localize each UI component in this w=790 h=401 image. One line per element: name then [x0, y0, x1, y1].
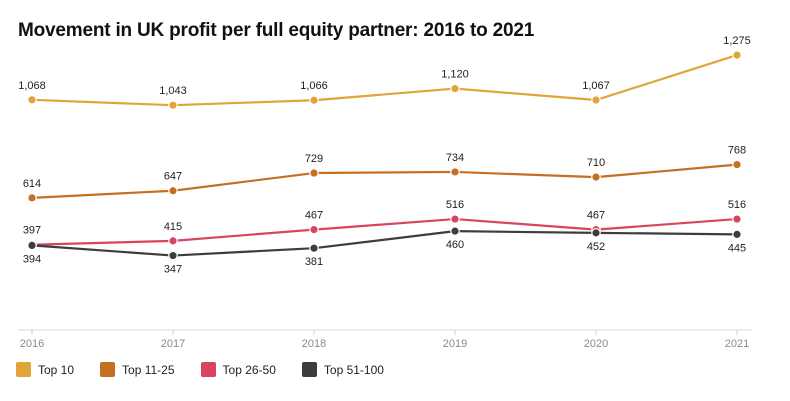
series-line-top-10	[31, 54, 738, 107]
data-point	[591, 95, 601, 105]
legend-item: Top 10	[16, 362, 74, 377]
legend-swatch	[100, 362, 116, 377]
data-point	[732, 50, 742, 60]
data-label: 467	[305, 210, 323, 222]
chart-legend: Top 10 Top 11-25 Top 26-50 Top 51-100	[16, 362, 410, 377]
data-label: 415	[164, 221, 182, 233]
data-point	[168, 250, 178, 261]
data-point	[27, 193, 37, 203]
data-label: 394	[23, 253, 41, 265]
data-point	[309, 224, 319, 235]
legend-swatch	[16, 362, 31, 377]
data-label: 445	[728, 242, 746, 254]
data-label: 1,068	[18, 80, 46, 92]
legend-item: Top 11-25	[100, 362, 175, 377]
data-label: 460	[446, 239, 464, 251]
data-label: 734	[446, 152, 464, 164]
data-label: 729	[305, 153, 323, 165]
x-tick-label: 2016	[20, 338, 44, 350]
data-label: 397	[23, 225, 41, 237]
chart-title: Movement in UK profit per full equity pa…	[18, 20, 535, 41]
legend-label: Top 10	[38, 362, 75, 377]
data-label: 710	[587, 157, 605, 169]
data-point	[309, 95, 319, 106]
legend-swatch	[301, 362, 317, 377]
data-label: 614	[23, 178, 41, 190]
x-tick-label: 2021	[725, 338, 749, 350]
data-point	[450, 214, 460, 224]
data-label: 452	[587, 241, 605, 253]
data-point	[591, 228, 601, 238]
legend-item: Top 51-100	[301, 362, 384, 377]
legend-label: Top 11-25	[122, 362, 175, 377]
data-point	[450, 83, 460, 94]
series-line-top-51-100	[31, 230, 738, 257]
data-point	[27, 95, 37, 105]
x-tick-label: 2018	[302, 338, 326, 350]
data-point	[732, 229, 742, 240]
data-point	[732, 214, 742, 224]
series-line-top-11-25	[31, 163, 738, 199]
data-label: 647	[164, 171, 182, 183]
legend-label: Top 51-100	[323, 362, 384, 377]
data-label: 516	[446, 199, 464, 211]
data-label: 381	[305, 256, 323, 268]
data-point	[309, 168, 319, 178]
data-label: 1,275	[723, 35, 751, 47]
data-point	[591, 172, 601, 182]
data-label: 1,120	[441, 69, 469, 81]
data-label: 1,043	[159, 85, 187, 97]
data-label: 347	[164, 264, 182, 276]
data-point	[168, 185, 178, 196]
x-tick-label: 2020	[584, 338, 608, 350]
data-point	[450, 167, 460, 177]
data-label: 768	[728, 145, 746, 157]
data-point	[309, 243, 319, 254]
legend-item: Top 26-50	[200, 362, 276, 377]
data-point	[450, 226, 460, 236]
data-point	[27, 240, 37, 251]
data-point	[168, 100, 178, 111]
x-tick-label: 2019	[443, 338, 467, 350]
data-label: 1,066	[300, 80, 328, 92]
data-label: 467	[587, 210, 605, 222]
legend-label: Top 26-50	[222, 362, 276, 377]
series-line-top-26-50	[31, 217, 738, 246]
x-tick-label: 2017	[161, 338, 185, 350]
data-point	[168, 236, 178, 246]
data-label: 1,067	[582, 80, 610, 92]
legend-swatch	[200, 362, 216, 377]
data-point	[732, 159, 742, 170]
data-label: 516	[728, 199, 746, 211]
